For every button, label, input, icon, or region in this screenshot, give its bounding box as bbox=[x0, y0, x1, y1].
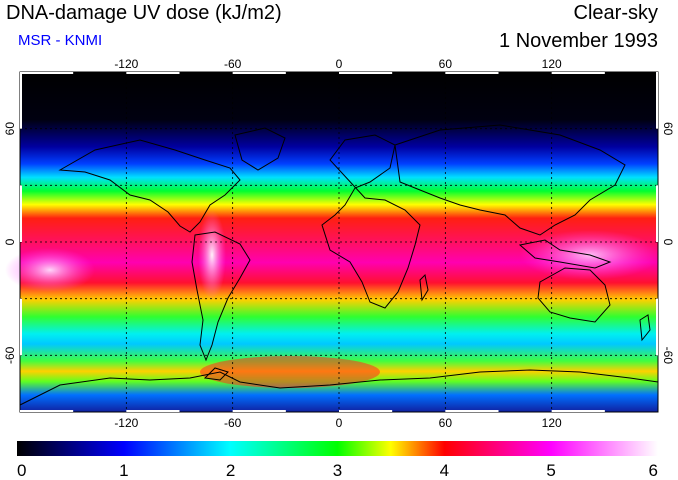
map-date: 1 November 1993 bbox=[499, 30, 658, 52]
colorbar-label: 0 bbox=[17, 461, 26, 480]
colorbar-label: 4 bbox=[440, 461, 449, 480]
frame-tick-segment bbox=[20, 298, 22, 356]
frame-tick-segment bbox=[20, 185, 22, 242]
frame-tick-segment bbox=[20, 72, 74, 74]
southeast-asia-islands-coastline bbox=[518, 239, 612, 269]
frame-tick-segment bbox=[656, 298, 658, 356]
antarctica-coastline bbox=[19, 369, 659, 406]
lon-label: 60 bbox=[439, 416, 453, 430]
colorbar-label: 1 bbox=[119, 461, 128, 480]
lon-label: 60 bbox=[439, 57, 453, 71]
lat-label: -60 bbox=[3, 346, 17, 364]
frame-tick-segment bbox=[20, 72, 22, 129]
colorbar-label: 3 bbox=[333, 461, 342, 480]
frame-tick-segment bbox=[445, 72, 499, 74]
lon-label: -120 bbox=[114, 57, 138, 71]
lon-labels-bottom: -120 -60 0 60 120 bbox=[114, 416, 562, 430]
graticule bbox=[20, 72, 658, 412]
colorbar-label: 5 bbox=[546, 461, 555, 480]
frame-tick-segment bbox=[656, 185, 658, 242]
data-source: MSR - KNMI bbox=[18, 32, 103, 49]
lon-label: -60 bbox=[224, 416, 242, 430]
europe-africa-coastline bbox=[321, 134, 421, 309]
coastlines bbox=[19, 124, 659, 406]
greenland-coastline bbox=[234, 127, 286, 171]
frame-tick-segment bbox=[232, 72, 286, 74]
frame-tick-segment bbox=[126, 72, 180, 74]
sky-condition: Clear-sky bbox=[573, 2, 658, 24]
lat-label: 0 bbox=[661, 239, 675, 246]
frame-tick-segment bbox=[339, 72, 393, 74]
lon-labels-top: -120 -60 0 60 120 bbox=[114, 57, 562, 71]
lon-label: -60 bbox=[224, 57, 242, 71]
colorbar-gradient bbox=[17, 441, 658, 456]
colorbar-label: 6 bbox=[649, 461, 658, 480]
colorbar-labels: 0 1 2 3 4 5 6 bbox=[17, 461, 658, 480]
lat-label: 60 bbox=[661, 122, 675, 136]
frame-tick-segment bbox=[656, 72, 658, 129]
frame-tick-segment bbox=[126, 410, 180, 412]
lon-label: -120 bbox=[114, 416, 138, 430]
frame-tick-segment bbox=[551, 410, 605, 412]
frame-tick-segment bbox=[445, 410, 499, 412]
lon-label: 120 bbox=[542, 416, 562, 430]
south-america-coastline bbox=[191, 231, 251, 362]
antarctic-peninsula-coastline bbox=[203, 367, 229, 381]
new-zealand-coastline bbox=[639, 314, 651, 342]
colorbar-label: 2 bbox=[226, 461, 235, 480]
frame-tick-segment bbox=[20, 410, 74, 412]
lon-label: 120 bbox=[542, 57, 562, 71]
madagascar-coastline bbox=[419, 273, 429, 302]
lat-label: -60 bbox=[661, 347, 675, 365]
frame-tick-segment bbox=[232, 410, 286, 412]
lat-label: 0 bbox=[3, 238, 17, 245]
lat-label: 60 bbox=[3, 122, 17, 136]
australia-coastline bbox=[537, 267, 611, 323]
frame-tick-segment bbox=[551, 72, 605, 74]
lat-labels-right: 60 0 -60 bbox=[661, 122, 675, 364]
lon-label: 0 bbox=[336, 57, 343, 71]
frame-tick-segment bbox=[339, 410, 393, 412]
frame-ticks bbox=[20, 72, 658, 412]
lat-labels-left: 60 0 -60 bbox=[3, 122, 17, 364]
map-title: DNA-damage UV dose (kJ/m2) bbox=[6, 2, 282, 24]
lon-label: 0 bbox=[336, 416, 343, 430]
asia-coastline bbox=[394, 124, 626, 236]
